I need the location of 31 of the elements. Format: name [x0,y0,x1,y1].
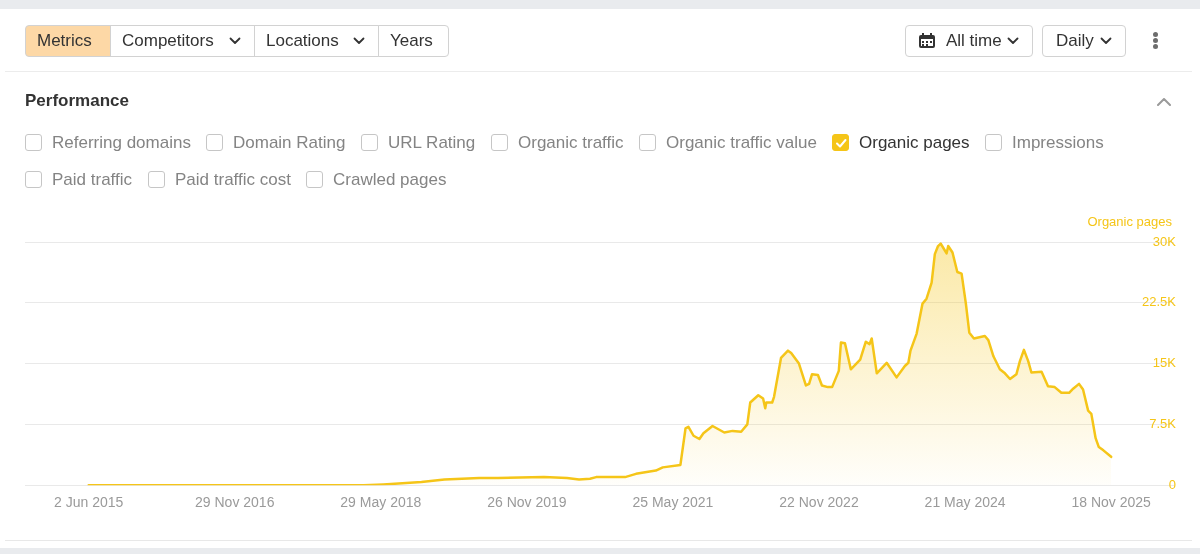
x-tick-label: 26 Nov 2019 [487,494,567,511]
text: Years [390,30,433,52]
text: Paid traffic [52,169,133,190]
x-tick-label: 29 Nov 2016 [195,494,275,511]
y-axis-title: Organic pages [1087,213,1173,229]
x-tick-label: 2 Jun 2015 [54,494,124,511]
y-tick-label: 30K [1152,233,1177,249]
text: Referring domains [52,132,191,153]
chart-title: Performance [25,91,129,111]
y-tick-label: 0 [1168,476,1176,492]
text: URL Rating [388,132,476,153]
x-tick-label: 29 May 2018 [340,494,422,511]
text: Crawled pages [333,169,447,190]
text: Organic traffic value [666,132,817,153]
text: All time [946,30,1002,52]
text: Daily [1056,30,1094,52]
x-tick-label: 21 May 2024 [924,494,1006,511]
text: Impressions [1012,132,1104,153]
text: Domain Rating [233,132,346,153]
x-tick-label: 25 May 2021 [632,494,714,511]
y-tick-label: 22.5K [1142,294,1177,310]
y-tick-label: 7.5K [1149,415,1177,431]
text: Organic traffic [518,132,624,153]
x-tick-label: 18 Nov 2025 [1071,494,1152,511]
x-tick-label: 22 Nov 2022 [779,494,859,511]
text: Competitors [122,30,214,52]
text: Paid traffic cost [175,169,291,190]
text: Metrics [37,30,92,52]
text: Locations [266,30,339,52]
y-tick-label: 15K [1152,355,1177,371]
legend-label: Organic pages [859,132,970,153]
